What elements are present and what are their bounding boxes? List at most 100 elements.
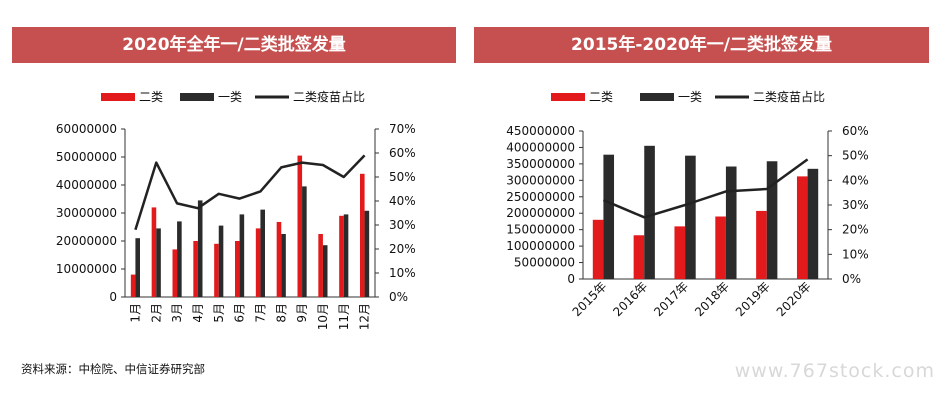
bar-class2 <box>151 207 157 297</box>
right-tick-label: 50% <box>389 170 416 184</box>
left-tick-label: 20000000 <box>56 234 117 248</box>
x-tick-label: 2020年 <box>774 279 814 319</box>
x-tick-label: 2016年 <box>610 279 650 319</box>
x-tick-label: 4月 <box>191 303 205 323</box>
bar-class2 <box>360 173 365 297</box>
left-tick-label: 50000000 <box>514 256 575 270</box>
x-tick-label: 12月 <box>358 303 372 330</box>
right-tick-label: 30% <box>389 218 416 232</box>
bar-class2 <box>756 210 767 279</box>
x-tick-label: 1月 <box>128 303 142 323</box>
bar-class2 <box>633 235 645 279</box>
bar-class2 <box>214 243 219 297</box>
bar-class1 <box>807 168 819 279</box>
bar-class1 <box>364 210 370 297</box>
source-note: 资料来源：中检院、中信证券研究部 <box>21 362 205 376</box>
legend-swatch-class2 <box>101 93 135 101</box>
bar-class1 <box>302 186 307 297</box>
bar-class1 <box>260 209 265 297</box>
bar-class1 <box>197 200 203 297</box>
bar-class1 <box>725 166 737 279</box>
bar-class2 <box>318 234 323 297</box>
legend-swatch-class1 <box>180 93 214 101</box>
bar-class2 <box>235 241 240 297</box>
bar-class2 <box>255 228 261 297</box>
right-tick-label: 40% <box>842 173 869 187</box>
bar-class1 <box>322 245 328 297</box>
x-tick-label: 10月 <box>316 303 330 330</box>
legend-label: 二类疫苗占比 <box>293 89 365 104</box>
right-tick-label: 40% <box>389 194 416 208</box>
right-tick-label: 10% <box>842 247 869 261</box>
bar-class1 <box>156 228 161 297</box>
left-tick-label: 10000000 <box>56 262 117 276</box>
bar-class1 <box>135 238 140 297</box>
bar-class1 <box>644 145 655 279</box>
bar-class2 <box>193 241 198 297</box>
left-tick-label: 150000000 <box>506 223 575 237</box>
left-tick-label: 0 <box>567 272 575 286</box>
left-tick-label: 300000000 <box>506 173 575 187</box>
bar-class2 <box>297 155 303 297</box>
x-tick-label: 2018年 <box>692 279 732 319</box>
legend-swatch-class1 <box>640 93 674 101</box>
legend-label: 二类疫苗占比 <box>753 89 825 104</box>
right-tick-label: 60% <box>842 124 869 138</box>
chart-title-yearly: 2015年-2020年一/二类批签发量 <box>474 27 929 63</box>
x-tick-label: 3月 <box>170 303 184 323</box>
x-tick-label: 2月 <box>149 303 163 323</box>
series-line-ratio <box>602 158 809 219</box>
x-tick-label: 9月 <box>295 303 309 323</box>
bar-class1 <box>766 161 778 279</box>
bar-class2 <box>796 176 808 279</box>
chart-title-monthly: 2020年全年一/二类批签发量 <box>12 27 456 63</box>
x-tick-label: 11月 <box>337 303 351 330</box>
left-tick-label: 400000000 <box>506 140 575 154</box>
bar-class2 <box>674 226 686 279</box>
legend-label: 二类 <box>139 90 163 104</box>
x-tick-label: 6月 <box>233 303 247 323</box>
right-tick-label: 60% <box>389 146 416 160</box>
x-tick-label: 2019年 <box>733 279 773 319</box>
right-tick-label: 0% <box>842 272 861 286</box>
bar-class1 <box>218 225 224 297</box>
x-tick-label: 8月 <box>274 303 288 323</box>
bar-class1 <box>177 221 182 297</box>
left-tick-label: 450000000 <box>506 124 575 138</box>
bar-class1 <box>603 154 615 279</box>
right-tick-label: 10% <box>389 266 416 280</box>
left-tick-label: 250000000 <box>506 190 575 204</box>
left-tick-label: 50000000 <box>56 150 117 164</box>
left-tick-label: 40000000 <box>56 178 117 192</box>
legend-label: 二类 <box>589 90 613 104</box>
bar-class1 <box>281 234 286 297</box>
bar-class1 <box>685 155 696 279</box>
bar-class1 <box>343 214 349 297</box>
left-tick-label: 350000000 <box>506 157 575 171</box>
right-tick-label: 50% <box>842 149 869 163</box>
bar-class2 <box>172 249 178 297</box>
bar-class2 <box>339 215 344 297</box>
right-tick-label: 0% <box>389 290 408 304</box>
series-line-ratio <box>134 154 366 231</box>
bar-class2 <box>715 216 726 279</box>
bar-class1 <box>239 214 245 297</box>
left-tick-label: 200000000 <box>506 206 575 220</box>
bar-class2 <box>592 219 604 279</box>
right-tick-label: 70% <box>389 122 416 136</box>
left-tick-label: 0 <box>109 290 117 304</box>
right-tick-label: 20% <box>389 242 416 256</box>
bar-class2 <box>276 221 282 297</box>
left-tick-label: 60000000 <box>56 122 117 136</box>
left-tick-label: 30000000 <box>56 206 117 220</box>
left-tick-label: 100000000 <box>506 239 575 253</box>
legend-label: 一类 <box>218 90 242 104</box>
bar-class2 <box>130 274 136 297</box>
x-tick-label: 2015年 <box>570 279 610 319</box>
watermark: www.767stock.com <box>734 360 935 382</box>
right-tick-label: 20% <box>842 223 869 237</box>
legend-swatch-class2 <box>551 93 585 101</box>
x-tick-label: 7月 <box>253 303 267 323</box>
x-tick-label: 2017年 <box>651 279 691 319</box>
